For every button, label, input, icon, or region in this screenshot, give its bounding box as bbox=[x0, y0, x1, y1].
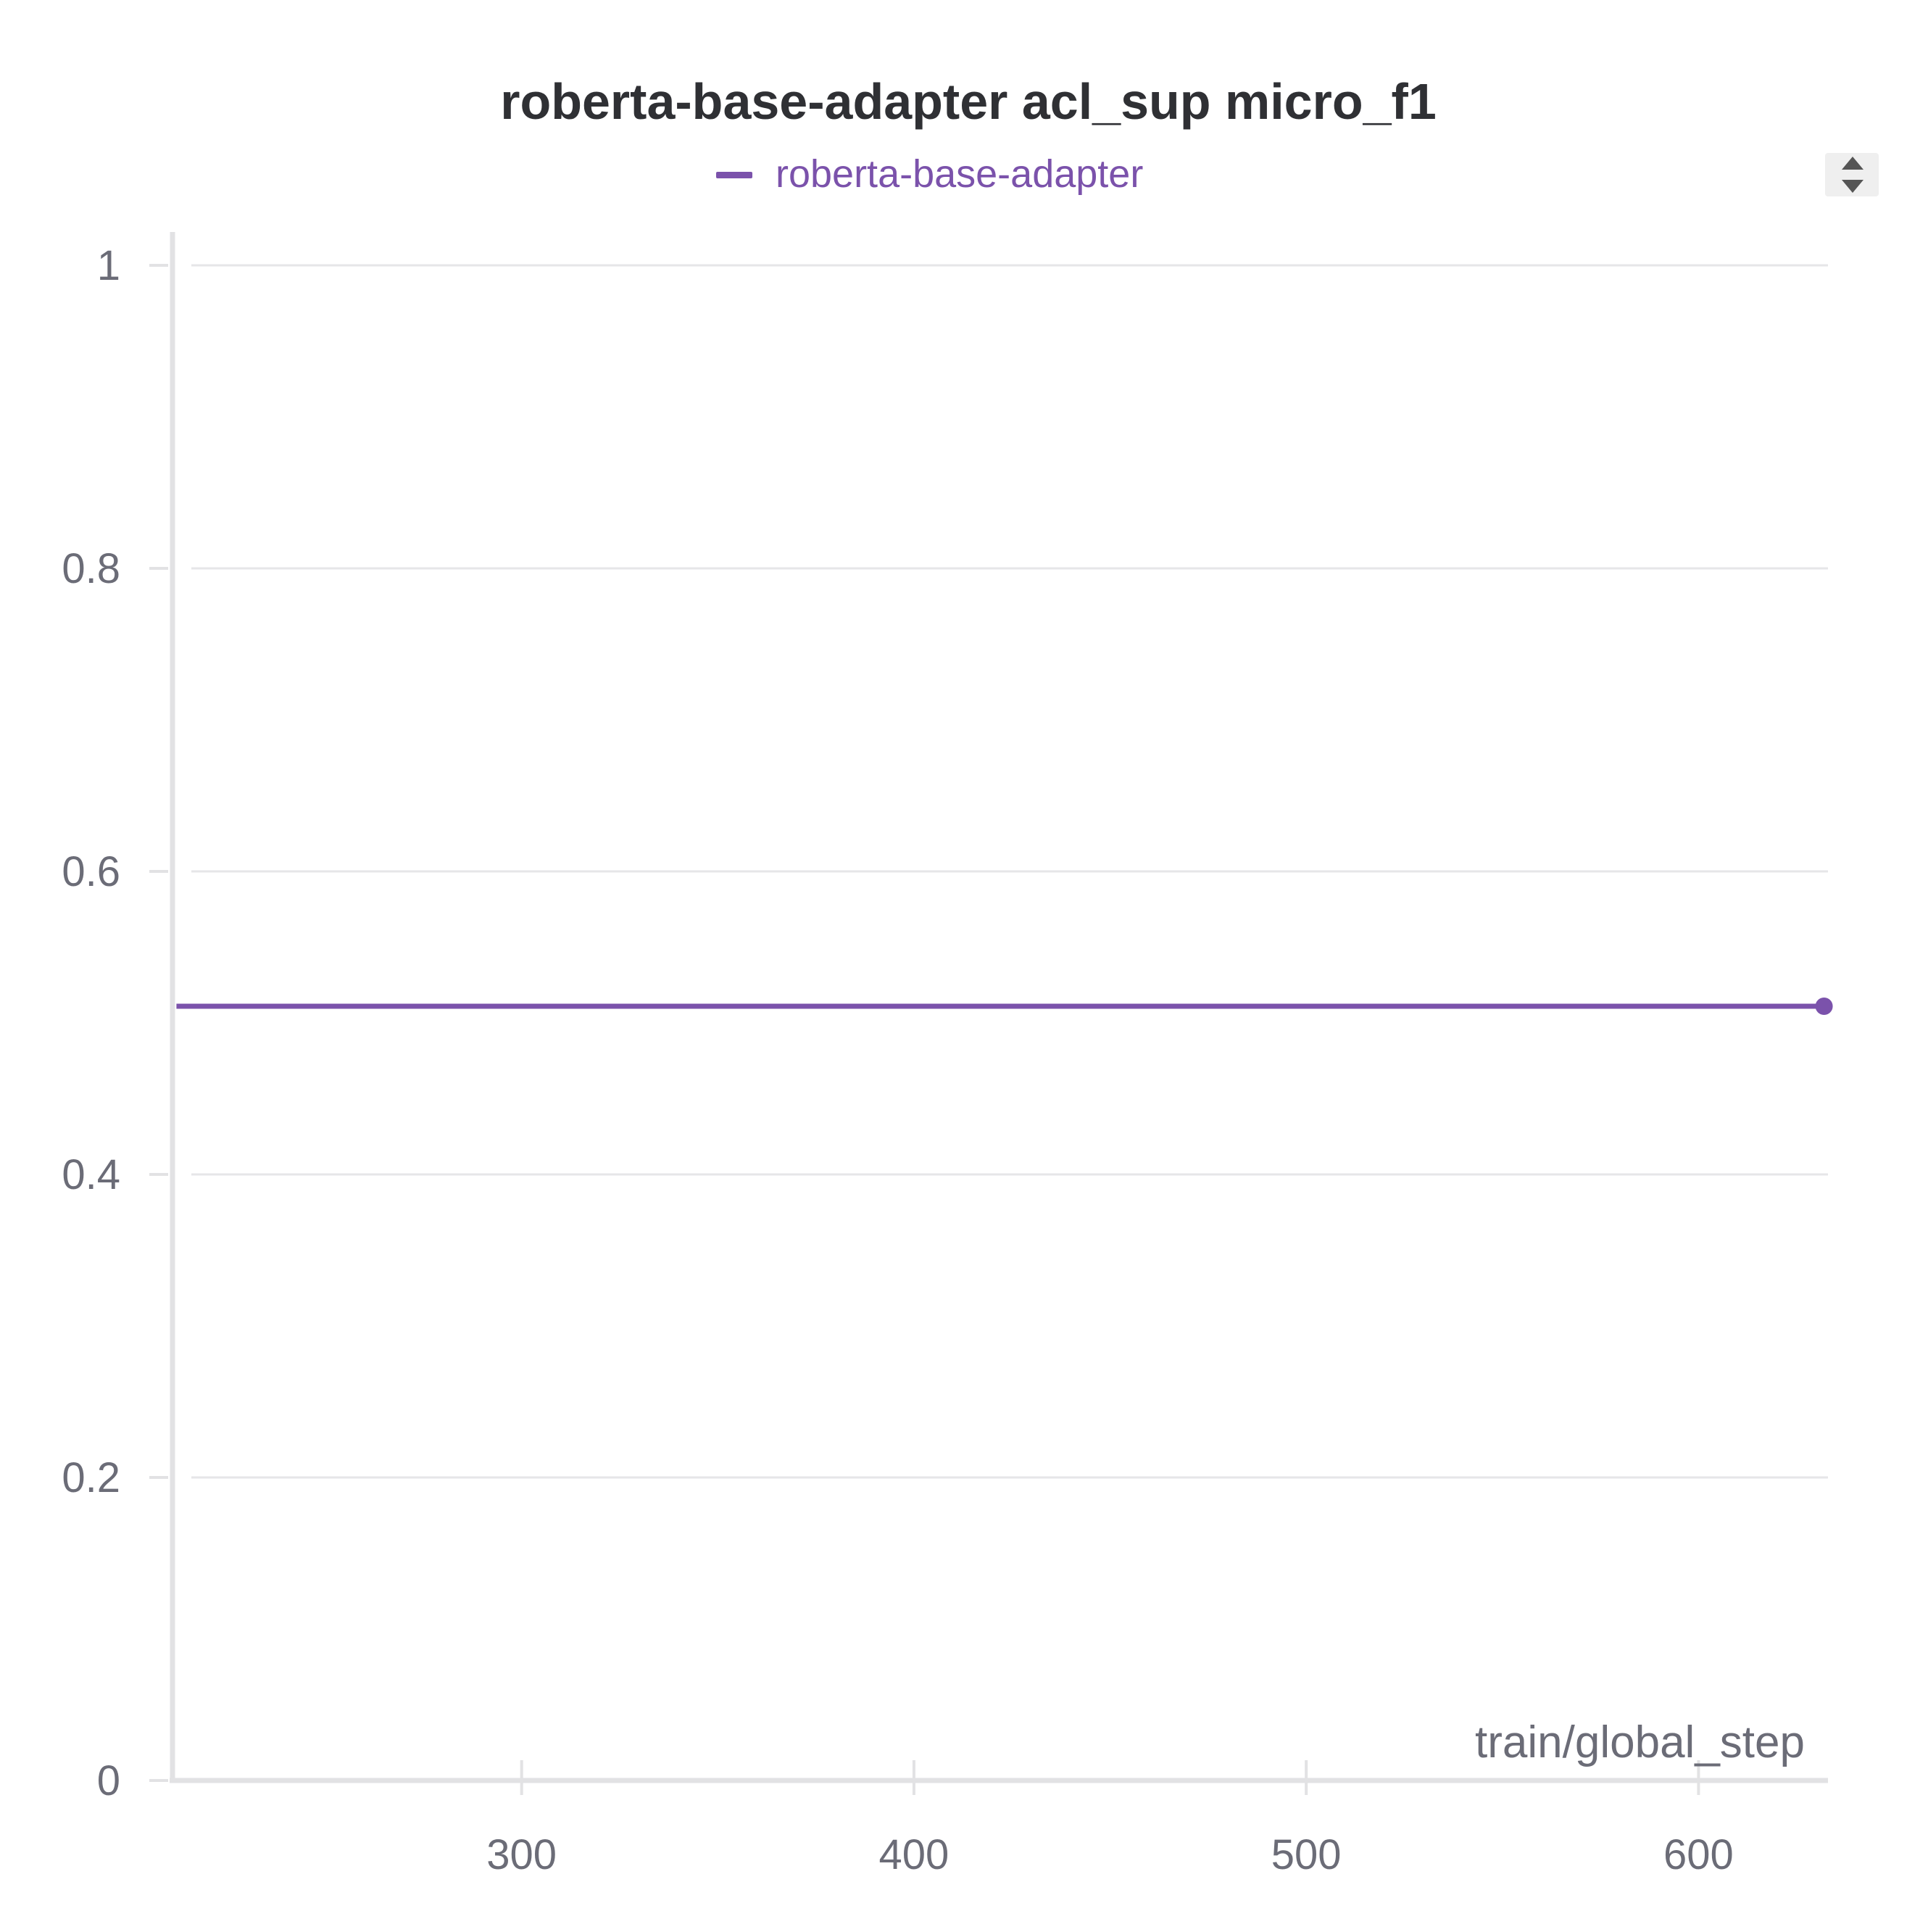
series-end-point bbox=[1815, 998, 1833, 1016]
sort-control-background[interactable] bbox=[1825, 153, 1879, 196]
y-tick-label: 0.8 bbox=[62, 545, 120, 592]
x-tick-label: 600 bbox=[1663, 1831, 1734, 1878]
legend: roberta-base-adapter bbox=[716, 152, 1143, 196]
y-tick-label: 0 bbox=[97, 1757, 120, 1804]
x-tick-label: 400 bbox=[879, 1831, 950, 1878]
y-tick-label: 0.6 bbox=[62, 848, 120, 895]
y-tick-label: 0.4 bbox=[62, 1151, 120, 1198]
y-tick-label: 1 bbox=[97, 242, 120, 289]
tick-labels: 0 0.2 0.4 0.6 0.8 1 300 400 500 600 bbox=[62, 242, 1733, 1878]
sort-control[interactable] bbox=[1825, 153, 1879, 196]
legend-label: roberta-base-adapter bbox=[776, 152, 1143, 196]
legend-swatch bbox=[716, 172, 752, 178]
x-tick-label: 500 bbox=[1271, 1831, 1342, 1878]
x-axis-title: train/global_step bbox=[1475, 1717, 1805, 1767]
series-layer bbox=[176, 998, 1833, 1016]
sort-arrows-icon[interactable] bbox=[1842, 157, 1863, 193]
y-tick-label: 0.2 bbox=[62, 1454, 120, 1501]
x-tick-label: 300 bbox=[486, 1831, 557, 1878]
chart-title: roberta-base-adapter acl_sup micro_f1 bbox=[500, 73, 1437, 130]
axes bbox=[149, 232, 1828, 1795]
gridlines bbox=[191, 264, 1828, 1479]
